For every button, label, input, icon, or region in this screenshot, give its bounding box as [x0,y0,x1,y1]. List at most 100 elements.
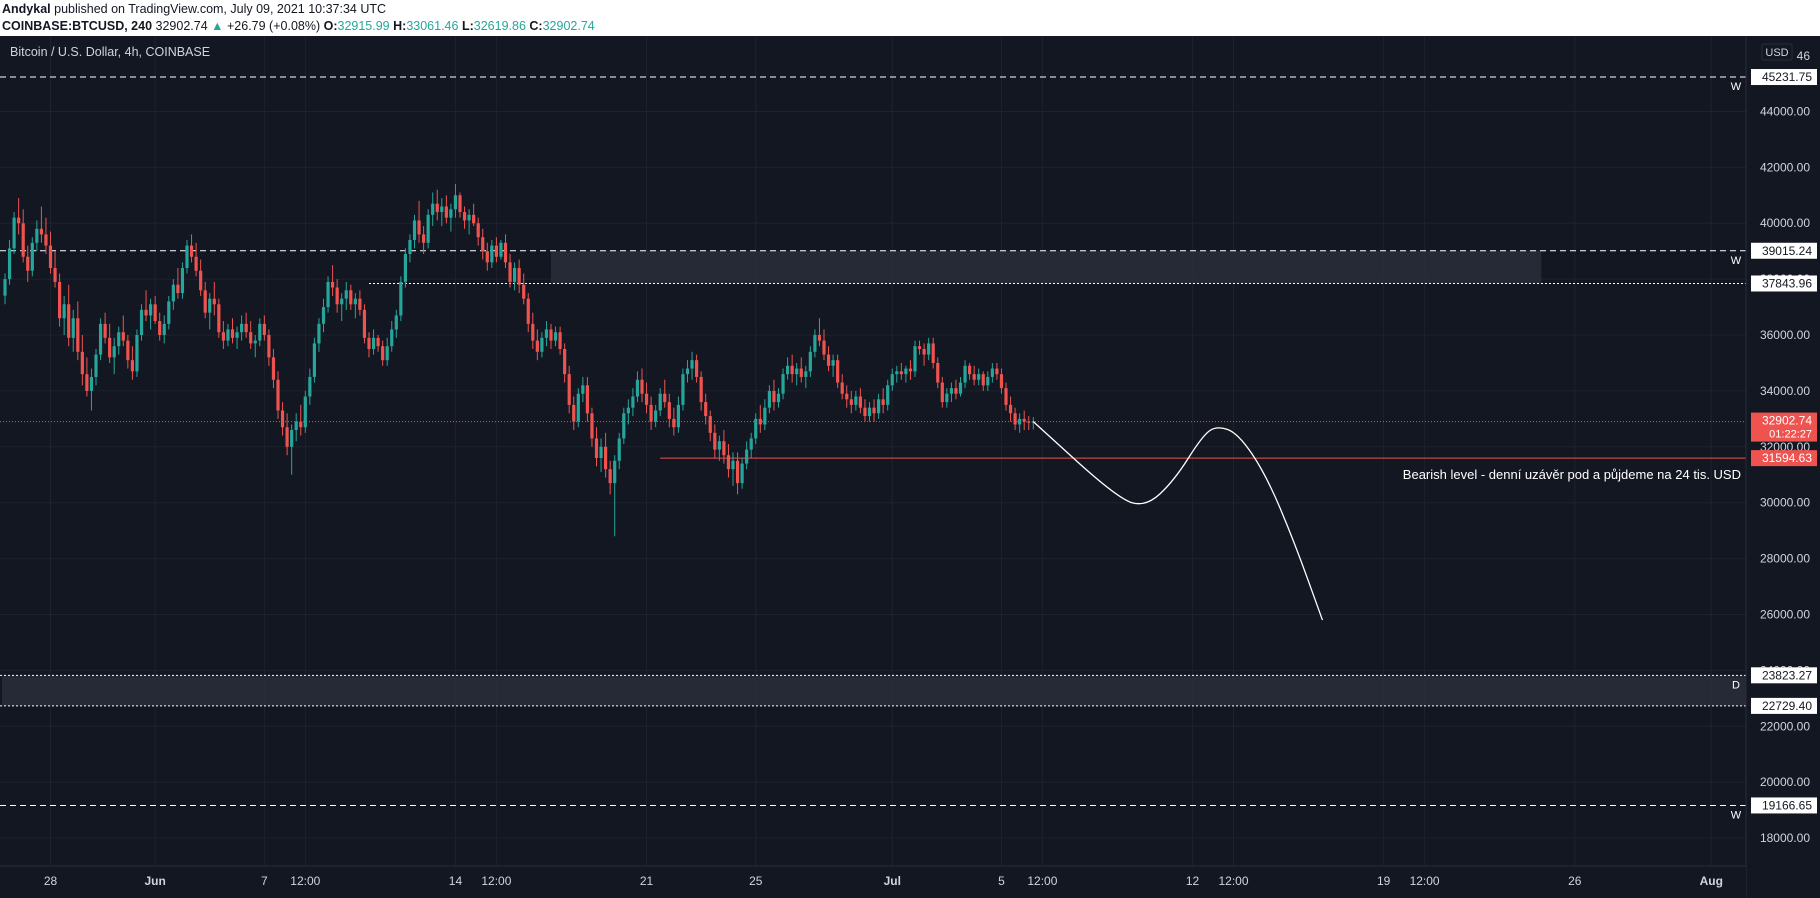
candle-body [722,441,726,456]
candle-body [30,242,34,271]
candle-body [7,248,12,280]
candle-body [403,253,407,282]
level-price-text: 23823.27 [1762,668,1812,682]
candle-body [881,399,885,405]
candle-body [963,365,967,383]
last-price-badge [1751,412,1817,442]
candle-body [108,337,112,358]
level-price-badge [1751,69,1817,86]
candle-body [535,340,539,352]
y-tick-label: 44000.00 [1760,104,1810,118]
candle-body [540,337,544,352]
candle-body [453,195,458,210]
candle-body [917,346,922,349]
candle-body [654,410,658,422]
candle-body [144,309,148,316]
candle-body [121,332,125,341]
candle-body [394,315,398,330]
level-lines: W W D W [0,76,1746,821]
candle-body [303,396,307,428]
level-price-text: 19166.65 [1762,798,1812,812]
candle-body [376,337,380,347]
candle-body [608,469,612,484]
low-label: L: [461,19,474,33]
price-axis-labels: 18000.0020000.0022000.0024000.0026000.00… [1760,49,1810,845]
time-axis[interactable] [0,866,1746,898]
candle-body [553,332,558,341]
candle-body [781,374,785,394]
candle-body [704,402,708,417]
candle-body [1022,418,1026,422]
x-tick-label: 12:00 [1218,874,1248,888]
x-tick-label: 7 [261,874,268,888]
level-tag: W [1731,81,1742,93]
level-price-badge [1751,242,1817,259]
author-name[interactable]: Andykal [2,2,51,16]
candle-body [590,413,594,439]
level-price-text: 45231.75 [1762,70,1812,84]
candle-body [981,374,985,386]
candle-body [485,251,489,263]
bearish-annotation[interactable]: Bearish level - denní uzávěr pod a půjde… [1403,467,1741,482]
candle-body [922,348,926,355]
candle-body [308,376,312,397]
candle-body [644,393,649,405]
candle-body [531,323,535,341]
x-tick-label: Jun [144,874,165,888]
candles [3,184,1035,537]
candle-body [836,360,840,383]
candle-body [990,368,994,377]
candle-body [599,446,603,458]
y-tick-label: 42000.00 [1760,160,1810,174]
candle-body [776,393,781,403]
candle-body [71,318,75,338]
candle-body [877,399,881,414]
currency-badge[interactable] [1761,43,1793,61]
time-axis-labels: 28 Jun 7 12:00 14 12:00 21 25 Jul 5 12:00 12 12:00 19… [44,874,1723,888]
candle-body [458,195,462,213]
candle-body [1008,404,1013,414]
candle-body [21,223,25,257]
candle-body [986,376,990,386]
candle-body [194,256,198,271]
last-price-text: 32902.74 [1762,414,1812,428]
candle-body [162,323,166,336]
candle-body [171,284,175,302]
candle-body [362,309,367,338]
candle-body [221,332,225,341]
candle-body [3,279,7,296]
candle-body [462,212,467,221]
candle-body [317,323,321,344]
candle-body [867,407,872,417]
candle-body [895,371,899,375]
candle-body [112,346,116,358]
last-price: 32902.74 [155,19,208,33]
chart-background [0,36,1820,898]
candle-body [299,421,303,428]
candle-body [826,354,831,366]
y-tick-label: 22000.00 [1760,719,1810,733]
candle-body [85,374,89,391]
y-tick-label: 20000.00 [1760,775,1810,789]
candle-body [294,421,298,431]
candle-body [904,368,908,375]
x-tick-label: 25 [749,874,763,888]
candle-body [949,388,953,394]
candle-body [549,329,553,341]
candle-body [103,323,107,338]
symbol-label: COINBASE:BTCUSD, 240 [2,19,153,33]
candle-body [422,234,426,243]
candle-body [749,438,753,450]
price-axis[interactable] [1746,36,1820,898]
candle-body [340,298,344,305]
x-tick-label: 12:00 [290,874,320,888]
candle-body [640,379,644,394]
candle-body [863,407,867,417]
candle-body [717,441,721,450]
candle-body [763,407,767,425]
candle-body [180,267,185,294]
close-label: C: [529,19,543,33]
candle-body [890,374,894,386]
